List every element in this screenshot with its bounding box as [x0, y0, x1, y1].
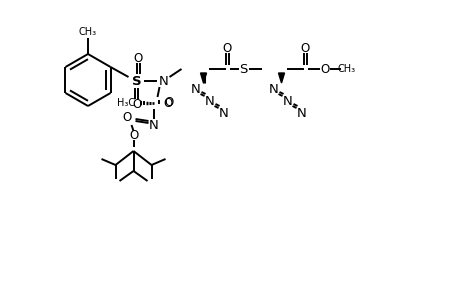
- Polygon shape: [200, 73, 206, 83]
- Text: O: O: [163, 95, 173, 109]
- Text: N: N: [296, 106, 306, 119]
- Text: O: O: [162, 97, 172, 110]
- Text: O: O: [221, 41, 230, 55]
- Polygon shape: [278, 73, 284, 83]
- Text: N: N: [268, 82, 278, 95]
- Text: O: O: [299, 41, 308, 55]
- Text: O: O: [133, 52, 142, 64]
- Text: O: O: [132, 98, 141, 110]
- Text: N: N: [148, 118, 158, 131]
- Text: S: S: [239, 62, 247, 76]
- Text: O: O: [129, 128, 138, 142]
- Text: N: N: [158, 74, 168, 88]
- Text: N: N: [204, 94, 214, 107]
- Text: CH₃: CH₃: [337, 64, 355, 74]
- Text: N: N: [218, 106, 228, 119]
- Text: N: N: [282, 94, 292, 107]
- Text: S: S: [131, 74, 141, 88]
- Text: O: O: [319, 62, 329, 76]
- Text: CH₃: CH₃: [79, 27, 97, 37]
- Text: H₃C: H₃C: [117, 98, 135, 108]
- Text: O: O: [122, 110, 131, 124]
- Text: N: N: [190, 82, 200, 95]
